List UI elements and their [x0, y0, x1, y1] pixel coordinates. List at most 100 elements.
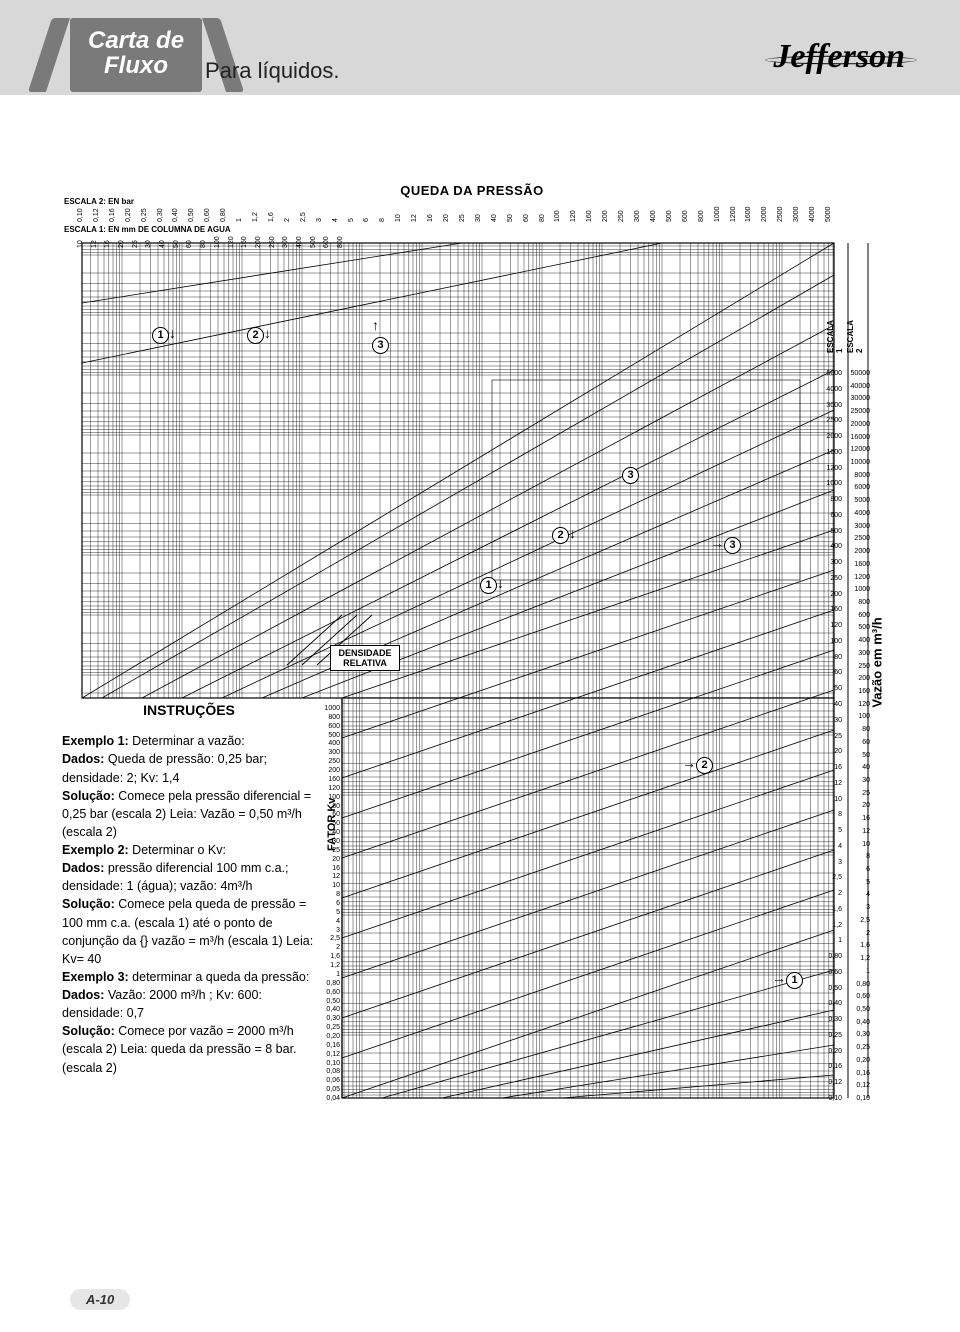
- scale2-tick: 500: [666, 210, 673, 222]
- scale2-tick: 2000: [761, 206, 768, 222]
- tab-line2: Fluxo: [88, 53, 184, 78]
- marker-1-low: →1: [772, 970, 803, 989]
- scale1-tick: 200: [255, 236, 262, 248]
- kv-tick: 6: [320, 900, 340, 907]
- right-tick-e2: 16: [862, 815, 870, 822]
- marker-1-top: 1↓: [152, 325, 176, 344]
- kv-tick: 8: [320, 891, 340, 898]
- right-tick-e2: 30: [862, 777, 870, 784]
- right-tick-e1: 0,80: [828, 953, 842, 960]
- right-tick-e1: 4000: [826, 386, 842, 393]
- arrow-right-icon: →: [710, 536, 724, 550]
- brand-text: Jefferson: [773, 38, 905, 75]
- right-tick-e2: 50: [862, 752, 870, 759]
- scale1-tick: 600: [323, 236, 330, 248]
- right-tick-e2: 3000: [854, 523, 870, 530]
- right-tick-e1: 2: [838, 890, 842, 897]
- right-tick-e2: 1000: [854, 586, 870, 593]
- kv-tick: 3: [320, 927, 340, 934]
- kv-tick: 0,60: [320, 989, 340, 996]
- right-tick-e1: 500: [830, 528, 842, 535]
- right-tick-e2: 0,60: [856, 993, 870, 1000]
- arrow-down-icon: ↓: [569, 526, 576, 540]
- right-tick-e2: 1200: [854, 574, 870, 581]
- arrow-right-icon: →: [682, 756, 696, 770]
- right-tick-e2: 6000: [854, 484, 870, 491]
- scale2-tick: 200: [602, 210, 609, 222]
- instruction-line: Exemplo 2: Determinar o Kv:: [62, 841, 316, 859]
- right-tick-e2: 250: [858, 663, 870, 670]
- right-tick-e2: 200: [858, 675, 870, 682]
- kv-tick: 60: [320, 811, 340, 818]
- instruction-bold: Exemplo 2:: [62, 843, 129, 857]
- right-tick-e1: 0,10: [828, 1095, 842, 1102]
- kv-tick: 80: [320, 803, 340, 810]
- header-band: Carta de Fluxo Para líquidos. Jefferson: [0, 0, 960, 95]
- scale1-tick: 160: [241, 236, 248, 248]
- instruction-line: Solução: Comece por vazão = 2000 m³/h (e…: [62, 1022, 316, 1076]
- scale1-tick: 500: [310, 236, 317, 248]
- right-axis-label: Vazão em m³/h: [869, 617, 884, 707]
- right-tick-e2: 0,16: [856, 1070, 870, 1077]
- page-number: A-10: [70, 1289, 130, 1310]
- kv-tick: 10: [320, 882, 340, 889]
- marker-3-mid: 3: [622, 465, 639, 484]
- right-tick-e2: 40000: [851, 383, 870, 390]
- right-tick-e2: 20: [862, 802, 870, 809]
- scale1-tick: 10: [77, 240, 84, 248]
- right-tick-e1: 80: [834, 654, 842, 661]
- instruction-text: determinar a queda da pressão:: [129, 970, 310, 984]
- right-tick-e2: 0,12: [856, 1082, 870, 1089]
- arrow-down-icon: ↓: [497, 576, 504, 590]
- right-tick-e2: 25: [862, 790, 870, 797]
- scale2-tick: 300: [634, 210, 641, 222]
- right-tick-e2: 0,20: [856, 1057, 870, 1064]
- scale1-tick: 30: [145, 240, 152, 248]
- kv-tick: 0,30: [320, 1015, 340, 1022]
- kv-tick: 0,40: [320, 1006, 340, 1013]
- scale2-tick: 2: [284, 218, 291, 222]
- right-tick-e2: 120: [858, 701, 870, 708]
- scale2-tick: 100: [554, 210, 561, 222]
- right-tick-e2: 0,50: [856, 1006, 870, 1013]
- scale2-tick: 3000: [793, 206, 800, 222]
- right-tick-e2: 500: [858, 624, 870, 631]
- scale2-tick: 0,60: [204, 208, 211, 222]
- right-tick-e1: 1: [838, 937, 842, 944]
- right-tick-e1: 10: [834, 796, 842, 803]
- scale1-tick: 40: [159, 240, 166, 248]
- kv-tick: 1,6: [320, 953, 340, 960]
- escala2-right: ESCALA 2: [846, 320, 864, 353]
- marker-3-arrow: →3: [710, 535, 741, 554]
- right-tick-e2: 0,30: [856, 1031, 870, 1038]
- scale2-tick: 4: [332, 218, 339, 222]
- right-tick-e1: 16: [834, 764, 842, 771]
- instruction-bold: Dados:: [62, 752, 104, 766]
- right-tick-e2: 0,10: [856, 1095, 870, 1102]
- right-tick-e2: 60: [862, 739, 870, 746]
- scale2-tick: 2500: [777, 206, 784, 222]
- right-tick-e1: 40: [834, 701, 842, 708]
- arrow-right-icon: →: [772, 971, 786, 985]
- right-tick-e2: 80: [862, 726, 870, 733]
- right-tick-e2: 2,5: [860, 917, 870, 924]
- scale2-tick: 50: [507, 214, 514, 222]
- kv-tick: 600: [320, 723, 340, 730]
- right-tick-e2: 2000: [854, 548, 870, 555]
- instruction-bold: Exemplo 1:: [62, 734, 129, 748]
- kv-tick: 0,05: [320, 1086, 340, 1093]
- instructions-title: INSTRUÇÕES: [62, 700, 316, 720]
- scale2-tick: 1,2: [252, 212, 259, 222]
- instruction-text: Determinar a vazão:: [129, 734, 245, 748]
- instruction-line: Dados: pressão diferencial 100 mm c.a.; …: [62, 859, 316, 895]
- scale1-tick: 50: [173, 240, 180, 248]
- right-tick-e1: 0,20: [828, 1048, 842, 1055]
- kv-tick: 25: [320, 847, 340, 854]
- right-tick-e2: 400: [858, 637, 870, 644]
- instruction-line: Dados: Queda de pressão: 0,25 bar; densi…: [62, 750, 316, 786]
- scale2-tick: 400: [650, 210, 657, 222]
- right-tick-e2: 1,2: [860, 955, 870, 962]
- escala1-right: ESCALA 1: [826, 315, 844, 353]
- scale2-tick: 1,6: [268, 212, 275, 222]
- instruction-line: Solução: Comece pela queda de pressão = …: [62, 895, 316, 968]
